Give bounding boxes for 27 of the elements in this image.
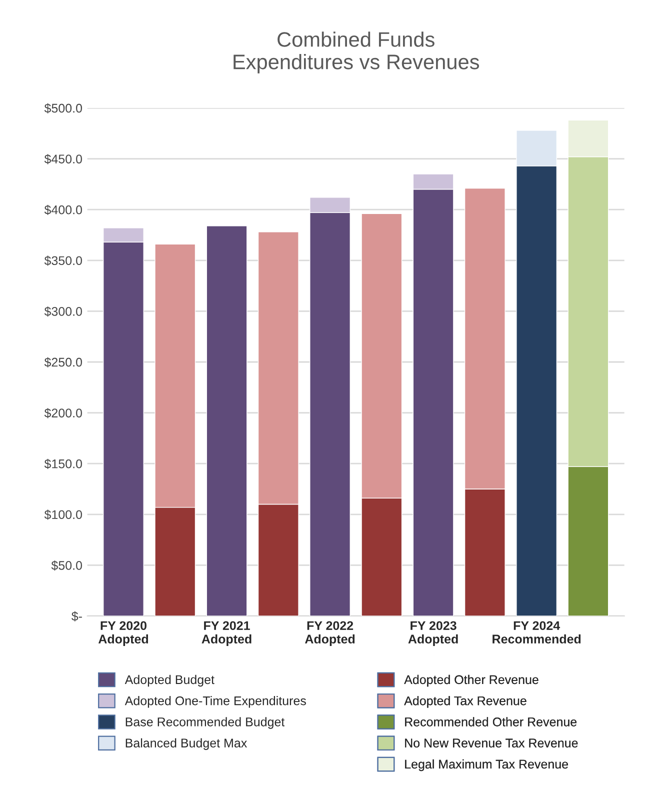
y-tick-label: $200.0	[44, 408, 82, 418]
y-tick-label: $500.0	[44, 103, 82, 114]
x-tick-label: FY 2021 Adopted	[202, 621, 252, 646]
legend-label: Legal Maximum Tax Revenue	[405, 759, 568, 772]
x-tick-label: FY 2020 Adopted	[98, 621, 148, 646]
y-tick-label: $-	[72, 611, 82, 622]
x-tick-label: FY 2024 Recommended	[492, 621, 581, 644]
bar	[206, 226, 248, 616]
legend-label: No New Revenue Tax Revenue	[405, 738, 578, 748]
legend-label: Adopted Other Revenue	[404, 674, 538, 687]
y-tick-label: $250.0	[44, 357, 82, 368]
y-tick-label: $400.0	[44, 204, 82, 215]
legend-label: Adopted Tax Revenue	[404, 696, 526, 708]
chart-title: Combined Funds Expenditures vs Revenues	[234, 32, 480, 74]
y-tick-label: $50.0	[51, 560, 82, 571]
legend-label: Recommended Other Revenue	[405, 717, 577, 726]
legend-label: Balanced Budget Max	[126, 738, 248, 750]
legend-label: Adopted One-Time Expenditures	[124, 696, 306, 708]
legend-label: Base Recommended Budget	[126, 717, 285, 729]
x-tick-label: FY 2023 Adopted	[408, 621, 458, 646]
y-tick-label: $300.0	[44, 306, 82, 317]
y-tick-label: $450.0	[44, 154, 82, 164]
legend-label: Adopted Budget	[124, 674, 214, 687]
x-tick-label: FY 2022 Adopted	[305, 621, 355, 646]
y-tick-label: $100.0	[44, 510, 82, 520]
y-tick-label: $150.0	[44, 458, 82, 469]
y-tick-label: $350.0	[44, 256, 82, 266]
